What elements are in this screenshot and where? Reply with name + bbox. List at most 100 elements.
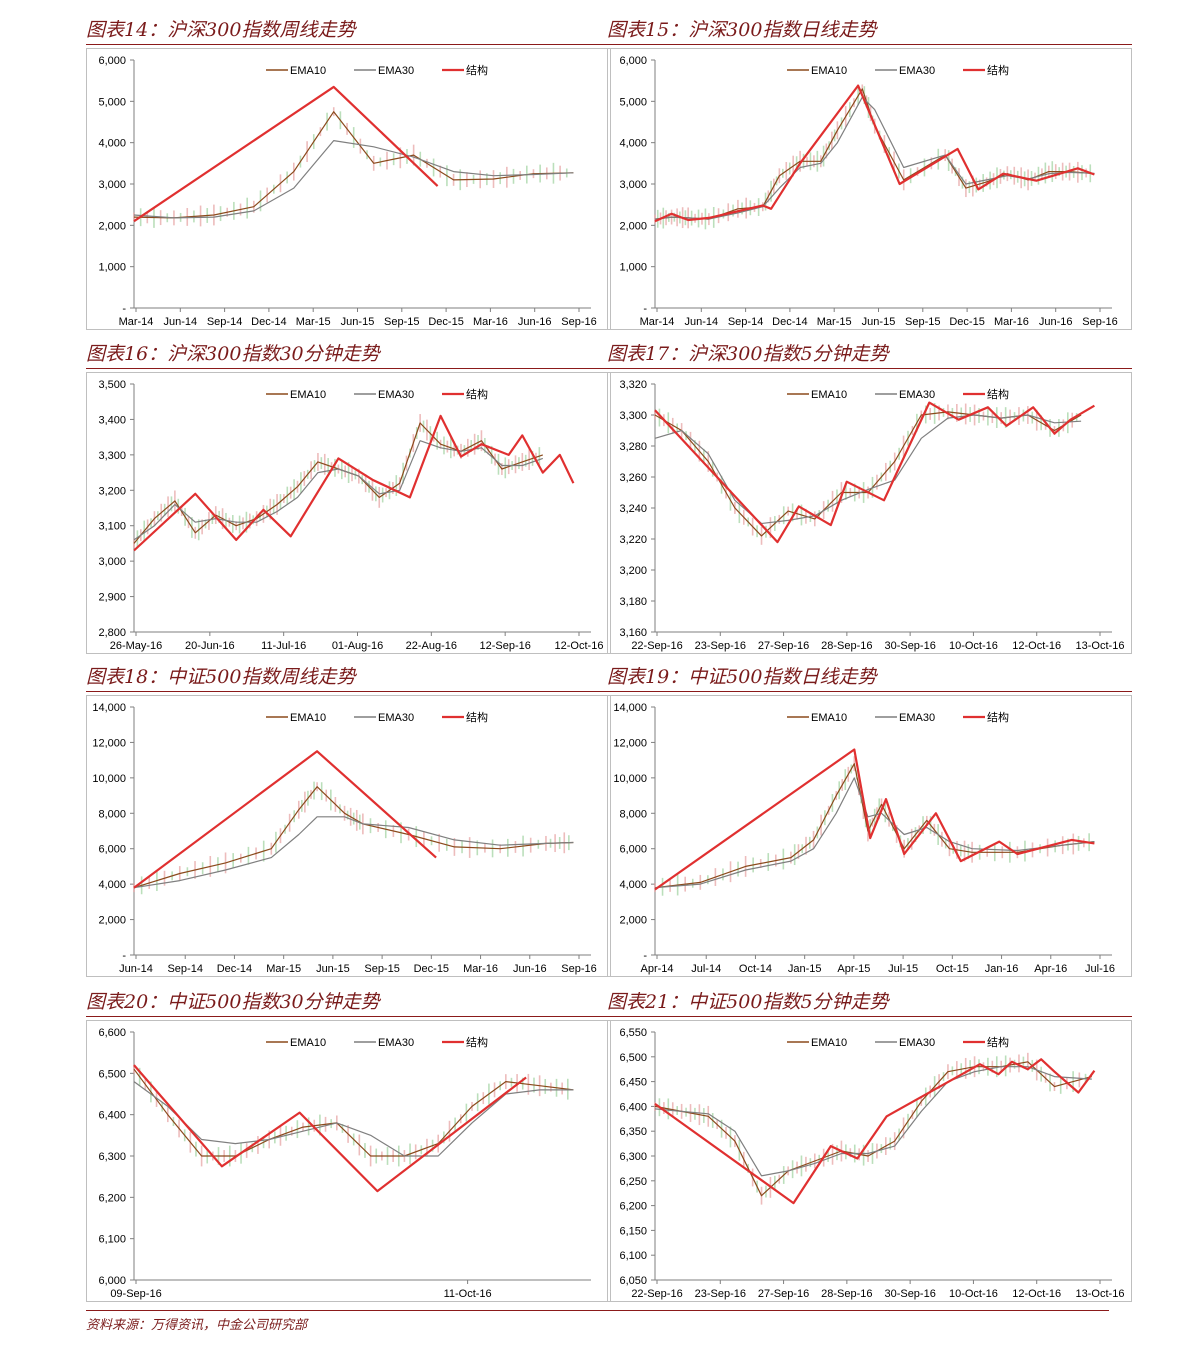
y-tick-label: 12,000 xyxy=(92,737,126,749)
x-tick-label: Jun-14 xyxy=(119,963,153,975)
series-line-structure xyxy=(654,748,1095,891)
y-tick-label: 6,300 xyxy=(98,1151,126,1163)
x-tick-label: 10-Oct-16 xyxy=(949,640,998,652)
x-tick-label: Mar-16 xyxy=(994,316,1029,328)
y-tick-label: 3,180 xyxy=(619,596,647,608)
series-line-structure xyxy=(654,1058,1096,1205)
series-line-structure xyxy=(133,1064,527,1193)
y-tick-label: 3,320 xyxy=(619,379,647,391)
y-tick-label: 3,280 xyxy=(619,441,647,453)
y-tick-label: 3,000 xyxy=(619,179,647,191)
y-tick-label: - xyxy=(122,303,126,315)
x-tick-label: Jun-16 xyxy=(513,963,547,975)
x-tick-label: 12-Oct-16 xyxy=(1012,1288,1061,1300)
x-tick-label: Dec-14 xyxy=(217,963,252,975)
y-tick-label: 3,200 xyxy=(619,565,647,577)
x-tick-label: Jun-14 xyxy=(684,316,718,328)
x-tick-label: Mar-14 xyxy=(640,316,675,328)
legend-label: EMA30 xyxy=(899,712,935,724)
series-line-ema10 xyxy=(133,1068,574,1157)
y-tick-label: 14,000 xyxy=(613,702,647,714)
x-tick-label: Sep-14 xyxy=(728,316,763,328)
chart-panel-14: 图表14：沪深300指数周线走势 - 1,000 2,000 3,000 4,000 5,0… xyxy=(86,18,611,330)
legend-label: 结构 xyxy=(987,63,1009,77)
y-tick-label: 6,500 xyxy=(619,1052,647,1064)
series-line-ema10 xyxy=(133,111,574,219)
x-tick-label: 23-Sep-16 xyxy=(695,640,746,652)
legend-label: 结构 xyxy=(466,387,488,401)
y-tick-label: 2,000 xyxy=(98,220,126,232)
chart-svg: 6,000 6,100 6,200 6,300 6,400 6,500 6,600 09-Se… xyxy=(86,1020,611,1302)
y-tick-label: 8,000 xyxy=(619,808,647,820)
y-tick-label: 6,200 xyxy=(98,1192,126,1204)
y-tick-label: 6,100 xyxy=(98,1234,126,1246)
series-line-ema30 xyxy=(654,777,1095,889)
legend-label: EMA30 xyxy=(378,1037,414,1049)
chart-svg: - 1,000 2,000 3,000 4,000 5,000 6,000 Mar-14 Jun… xyxy=(607,48,1132,330)
x-tick-label: Dec-15 xyxy=(949,316,984,328)
chart-svg: 3,160 3,180 3,200 3,220 3,240 3,260 3,280 3,300… xyxy=(607,372,1132,654)
legend-label: EMA30 xyxy=(378,712,414,724)
legend-label: EMA10 xyxy=(811,1037,847,1049)
series-line-structure xyxy=(654,401,1095,544)
x-tick-label: 11-Jul-16 xyxy=(261,640,306,652)
y-tick-label: 6,150 xyxy=(619,1225,647,1237)
y-tick-label: 6,200 xyxy=(619,1201,647,1213)
x-tick-label: Mar-14 xyxy=(119,316,154,328)
y-tick-label: 3,220 xyxy=(619,534,647,546)
y-tick-label: 10,000 xyxy=(613,773,647,785)
y-tick-label: - xyxy=(643,303,647,315)
chart-frame xyxy=(607,1020,1132,1302)
legend-label: EMA10 xyxy=(290,389,326,401)
y-tick-label: 3,100 xyxy=(98,521,126,533)
y-tick-label: 6,000 xyxy=(619,55,647,67)
x-tick-label: 23-Sep-16 xyxy=(695,1288,746,1300)
x-tick-label: Sep-16 xyxy=(561,963,596,975)
x-tick-label: Mar-16 xyxy=(473,316,508,328)
y-tick-label: 6,400 xyxy=(619,1101,647,1113)
legend-label: 结构 xyxy=(987,387,1009,401)
y-tick-label: 6,100 xyxy=(619,1250,647,1262)
y-tick-label: 3,400 xyxy=(98,414,126,426)
y-tick-label: 4,000 xyxy=(619,879,647,891)
series-line-structure xyxy=(133,750,437,889)
legend-label: EMA30 xyxy=(899,389,935,401)
x-tick-label: Jun-15 xyxy=(316,963,350,975)
x-tick-label: Oct-14 xyxy=(739,963,772,975)
chart-svg: 6,050 6,100 6,150 6,200 6,250 6,300 6,350 6,400… xyxy=(607,1020,1132,1302)
x-tick-label: Oct-15 xyxy=(936,963,969,975)
x-tick-label: Apr-15 xyxy=(837,963,870,975)
chart-panel-16: 图表16：沪深300指数30分钟走势 2,800 2,900 3,000 3,100 3,… xyxy=(86,342,611,654)
y-tick-label: 2,900 xyxy=(98,592,126,604)
series-line-ema10 xyxy=(133,422,543,544)
y-tick-label: 3,500 xyxy=(98,379,126,391)
legend-label: 结构 xyxy=(466,1035,488,1049)
legend-label: 结构 xyxy=(987,1035,1009,1049)
legend-label: 结构 xyxy=(466,710,488,724)
x-tick-label: Sep-14 xyxy=(207,316,242,328)
x-tick-label: 26-May-16 xyxy=(110,640,163,652)
y-tick-label: 4,000 xyxy=(98,879,126,891)
x-tick-label: Jul-15 xyxy=(888,963,918,975)
y-tick-label: 3,160 xyxy=(619,627,647,639)
chart-title: 图表17：沪深300指数5分钟走势 xyxy=(607,342,1132,369)
legend-label: EMA30 xyxy=(378,65,414,77)
x-tick-label: Sep-16 xyxy=(1082,316,1117,328)
series-line-ema30 xyxy=(654,1066,1092,1177)
chart-frame xyxy=(86,695,611,977)
legend-label: EMA10 xyxy=(290,65,326,77)
y-tick-label: 6,000 xyxy=(98,844,126,856)
x-tick-label: 22-Aug-16 xyxy=(406,640,457,652)
x-tick-label: 22-Sep-16 xyxy=(631,1288,682,1300)
chart-panel-21: 图表21：中证500指数5分钟走势 6,050 6,100 6,150 6,200 6,2… xyxy=(607,990,1132,1302)
x-tick-label: Jan-15 xyxy=(788,963,822,975)
x-tick-label: 12-Oct-16 xyxy=(555,640,604,652)
chart-frame xyxy=(86,48,611,330)
x-tick-label: Sep-15 xyxy=(384,316,419,328)
y-tick-label: 6,250 xyxy=(619,1176,647,1188)
series-line-ema30 xyxy=(133,440,543,541)
x-tick-label: Jan-16 xyxy=(985,963,1019,975)
chart-frame xyxy=(86,1020,611,1302)
series-line-ema30 xyxy=(133,139,574,219)
y-tick-label: 6,300 xyxy=(619,1151,647,1163)
